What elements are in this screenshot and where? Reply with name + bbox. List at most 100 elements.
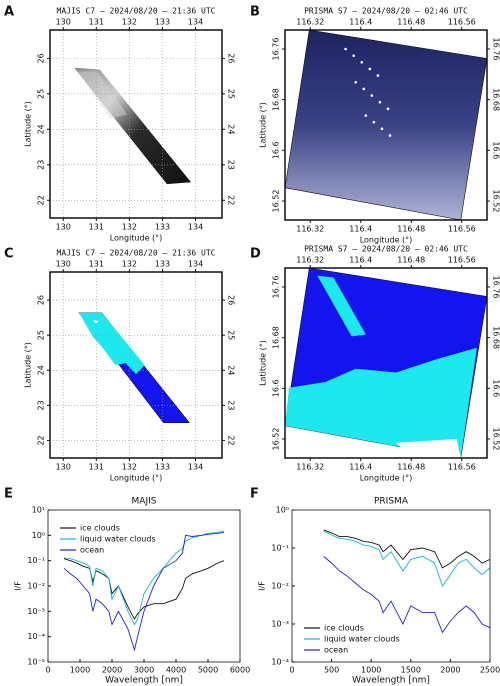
x-axis-label: Longitude (°) [110, 474, 163, 483]
x-tick-label: 132 [122, 463, 137, 472]
x-tick-label: 116.56 [448, 463, 476, 472]
x-tick-label: 1000 [361, 666, 381, 675]
y-tick-label: 10⁻¹ [271, 544, 289, 553]
y-tick-label: 10⁻⁴ [271, 658, 289, 667]
x-tick-label-top: 132 [122, 260, 137, 269]
y-tick-label: 10¹ [32, 506, 45, 515]
plot-frame [49, 29, 223, 219]
series-line [323, 529, 491, 569]
y-tick-label: 24 [37, 365, 46, 375]
legend-label: liquid water clouds [324, 635, 400, 644]
x-tick-label: 116.4 [349, 225, 372, 234]
y-tick-label: 16.76 [272, 38, 281, 61]
cloud-speck [368, 67, 372, 71]
y-tick-label: 10⁰ [276, 506, 289, 515]
panel-label: C [4, 247, 14, 262]
y-tick-label: 10⁻³ [27, 607, 45, 616]
x-tick-label-top: 130 [56, 260, 71, 269]
legend-label: liquid water clouds [80, 535, 156, 544]
cloud-speck [376, 74, 380, 77]
x-tick-label: 116.32 [296, 225, 324, 234]
y-axis-label: I/F [14, 581, 23, 591]
y-tick-label: 23 [37, 400, 46, 410]
y-axis-label: Latitude (°) [24, 101, 33, 147]
legend-label: ice clouds [324, 624, 364, 633]
x-axis-label: Wavelength [nm] [352, 676, 430, 686]
y-tick-label: 26 [37, 53, 46, 63]
y-tick-label-right: 23 [227, 400, 236, 410]
chart-title: PRISMA S7 – 2024/08/20 – 02:46 UTC [304, 245, 468, 254]
chart-title: PRISMA [374, 497, 409, 507]
x-tick-label-top: 116.4 [349, 256, 372, 265]
cloud-speck [378, 100, 382, 104]
y-tick-label-right: 24 [227, 365, 236, 375]
cloud-speck [370, 94, 374, 97]
swath-image [74, 67, 192, 185]
series-line [63, 530, 225, 626]
y-tick-label: 26 [37, 295, 46, 305]
x-tick-label-top: 116.48 [397, 18, 425, 27]
x-axis-label: Longitude (°) [360, 236, 413, 245]
swath-liquid [79, 312, 145, 375]
x-tick-label-top: 116.56 [448, 256, 476, 265]
x-tick-label: 133 [155, 463, 170, 472]
x-tick-label: 131 [89, 223, 104, 232]
x-tick-label-top: 131 [89, 260, 104, 269]
y-tick-label: 10⁻⁵ [27, 658, 45, 667]
y-tick-label-right: 16.6 [492, 141, 500, 159]
y-tick-label-right: 16.68 [492, 326, 500, 349]
x-tick-label-top: 116.48 [397, 256, 425, 265]
x-axis-label: Longitude (°) [110, 234, 163, 243]
y-tick-label-right: 22 [227, 195, 236, 205]
y-tick-label-right: 22 [227, 435, 236, 445]
x-tick-label: 116.48 [397, 225, 425, 234]
x-tick-label: 134 [188, 223, 203, 232]
x-tick-label-top: 134 [188, 18, 203, 27]
swath-ice [93, 320, 99, 325]
x-tick-label: 2000 [102, 666, 122, 675]
y-tick-label: 10⁻² [271, 582, 289, 591]
y-tick-label-right: 16.52 [492, 428, 500, 451]
y-tick-label: 16.76 [272, 276, 281, 299]
plot-frame [291, 509, 491, 663]
x-tick-label: 133 [155, 223, 170, 232]
y-tick-label: 16.6 [272, 141, 281, 159]
scene-liquid [285, 347, 477, 458]
y-tick-label: 16.6 [272, 379, 281, 397]
x-tick-label: 1500 [401, 666, 421, 675]
y-tick-label-right: 23 [227, 160, 236, 170]
cloud-speck [362, 87, 366, 91]
legend-label: ocean [80, 546, 104, 555]
y-tick-label: 24 [37, 124, 46, 134]
x-tick-label: 2500 [480, 666, 500, 675]
plot-frame [284, 29, 488, 221]
plot-frame [49, 271, 223, 459]
scene-ice [396, 439, 461, 458]
x-tick-label-top: 132 [122, 18, 137, 27]
chart-title: MAJIS [132, 497, 157, 507]
panel-label: D [250, 247, 261, 262]
cloud-speck [372, 120, 376, 124]
y-axis-label: Latitude (°) [259, 340, 268, 386]
panel-label: A [4, 5, 14, 20]
scene-image [284, 29, 488, 221]
x-tick-label: 0 [45, 666, 50, 675]
scene-streak [317, 275, 366, 337]
cloud-speck [386, 107, 390, 111]
cloud-speck [380, 127, 384, 131]
y-tick-label: 25 [37, 89, 46, 99]
y-tick-label-right: 25 [227, 330, 236, 340]
cloud-texture [77, 71, 128, 119]
x-tick-label: 130 [56, 223, 71, 232]
y-tick-label: 16.68 [272, 326, 281, 349]
y-tick-label-right: 26 [227, 53, 236, 63]
y-tick-label-right: 24 [227, 124, 236, 134]
x-tick-label: 3000 [134, 666, 154, 675]
plot-area [292, 510, 490, 662]
x-tick-label-top: 116.4 [349, 18, 372, 27]
panel-label: E [4, 487, 13, 502]
legend-label: ice clouds [80, 524, 120, 533]
y-tick-label-right: 25 [227, 89, 236, 99]
y-tick-label: 23 [37, 160, 46, 170]
